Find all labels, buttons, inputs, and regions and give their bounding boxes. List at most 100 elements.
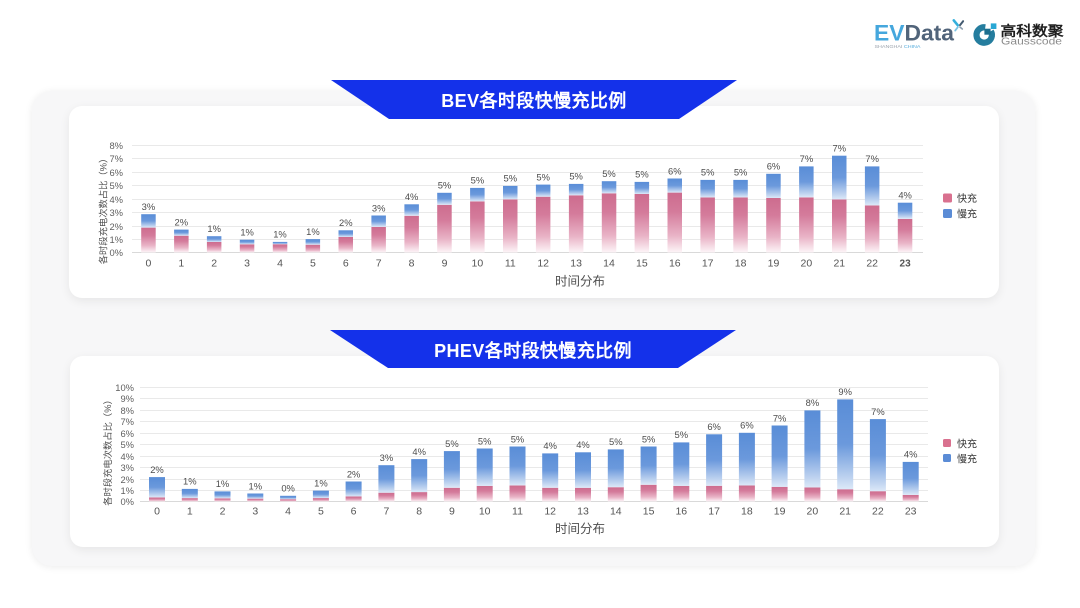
svg-text:4%: 4% [904,449,918,460]
svg-text:23: 23 [905,506,917,518]
svg-text:3%: 3% [109,207,123,218]
svg-text:12: 12 [537,258,549,270]
svg-text:0%: 0% [120,496,134,507]
svg-text:15: 15 [636,258,648,270]
svg-text:7%: 7% [109,153,123,164]
svg-text:5%: 5% [536,171,550,182]
svg-text:7%: 7% [120,416,134,427]
svg-text:5%: 5% [504,173,518,184]
svg-text:1%: 1% [240,227,254,238]
svg-text:5: 5 [318,506,324,518]
svg-text:2%: 2% [120,474,134,485]
svg-text:8%: 8% [109,140,123,151]
svg-text:4%: 4% [109,194,123,205]
svg-text:23: 23 [900,259,912,270]
svg-text:2: 2 [211,258,217,270]
svg-text:7: 7 [383,506,389,518]
svg-text:5%: 5% [120,439,134,450]
svg-text:5%: 5% [109,180,123,191]
svg-text:20: 20 [801,258,813,270]
svg-text:8: 8 [416,506,422,518]
svg-text:各时段充电次数占比（%）: 各时段充电次数占比（%） [102,395,113,506]
svg-text:7%: 7% [773,412,787,423]
svg-text:1%: 1% [306,226,320,237]
svg-text:EVData: EVData [874,21,955,46]
svg-text:5%: 5% [438,180,452,191]
svg-text:19: 19 [774,506,786,518]
svg-text:0%: 0% [109,247,123,258]
svg-text:13: 13 [577,506,589,518]
svg-text:3: 3 [252,506,258,518]
svg-text:21: 21 [833,258,845,270]
svg-text:9%: 9% [838,386,852,397]
svg-text:4%: 4% [543,440,557,451]
svg-text:9%: 9% [120,393,134,404]
svg-text:各时段充电次数占比（%）: 各时段充电次数占比（%） [98,154,109,265]
svg-text:0%: 0% [281,483,295,494]
svg-text:1: 1 [187,506,193,518]
svg-text:4%: 4% [405,191,419,202]
svg-text:6: 6 [351,506,357,518]
svg-text:3%: 3% [380,452,394,463]
svg-text:17: 17 [702,258,714,270]
svg-text:3%: 3% [142,201,156,212]
svg-text:6%: 6% [120,428,134,439]
svg-text:6%: 6% [767,161,781,172]
svg-text:0: 0 [145,258,151,270]
svg-text:21: 21 [839,506,851,518]
svg-text:13: 13 [570,258,582,270]
svg-text:15: 15 [643,506,655,518]
svg-text:7%: 7% [865,153,879,164]
svg-text:5: 5 [310,258,316,270]
svg-text:7%: 7% [833,143,847,154]
svg-text:1%: 1% [109,234,123,245]
svg-text:8%: 8% [120,405,134,416]
svg-text:11: 11 [505,258,516,270]
svg-text:4%: 4% [412,446,426,457]
svg-text:高科数聚: 高科数聚 [1001,23,1065,39]
svg-text:慢充: 慢充 [957,207,977,220]
svg-text:5%: 5% [569,171,583,182]
svg-text:16: 16 [675,506,687,518]
svg-text:6%: 6% [740,420,754,431]
svg-text:11: 11 [512,506,523,518]
svg-text:4: 4 [285,506,291,518]
svg-text:7%: 7% [800,153,814,164]
svg-text:2%: 2% [175,216,189,227]
svg-text:14: 14 [603,258,615,270]
svg-text:8: 8 [409,258,415,270]
svg-text:6: 6 [343,258,349,270]
svg-text:1%: 1% [314,477,328,488]
svg-text:12: 12 [544,506,556,518]
svg-text:5%: 5% [734,167,748,178]
svg-text:8%: 8% [806,397,820,408]
svg-text:6%: 6% [668,165,682,176]
svg-text:5%: 5% [471,175,485,186]
svg-text:快充: 快充 [957,437,977,450]
svg-text:7: 7 [376,258,382,270]
svg-text:时间分布: 时间分布 [555,275,605,289]
svg-text:4: 4 [277,258,283,270]
svg-text:20: 20 [807,506,819,518]
svg-text:2: 2 [220,506,226,518]
svg-text:5%: 5% [635,169,649,180]
svg-text:3: 3 [244,258,250,270]
svg-text:9: 9 [442,258,448,270]
svg-text:18: 18 [741,506,753,518]
svg-text:1%: 1% [273,229,287,240]
svg-text:1: 1 [178,258,184,270]
svg-text:SHANGHAI CHINA: SHANGHAI CHINA [875,44,922,50]
svg-text:2%: 2% [109,221,123,232]
svg-text:4%: 4% [898,190,912,201]
svg-text:22: 22 [872,506,884,518]
svg-text:2%: 2% [339,217,353,228]
svg-text:慢充: 慢充 [957,452,977,465]
svg-text:1%: 1% [120,485,134,496]
svg-text:5%: 5% [609,436,623,447]
svg-text:5%: 5% [478,435,492,446]
svg-text:6%: 6% [707,421,721,432]
svg-text:3%: 3% [120,462,134,473]
svg-text:6%: 6% [109,167,123,178]
svg-text:16: 16 [669,258,681,270]
svg-text:22: 22 [866,258,878,270]
